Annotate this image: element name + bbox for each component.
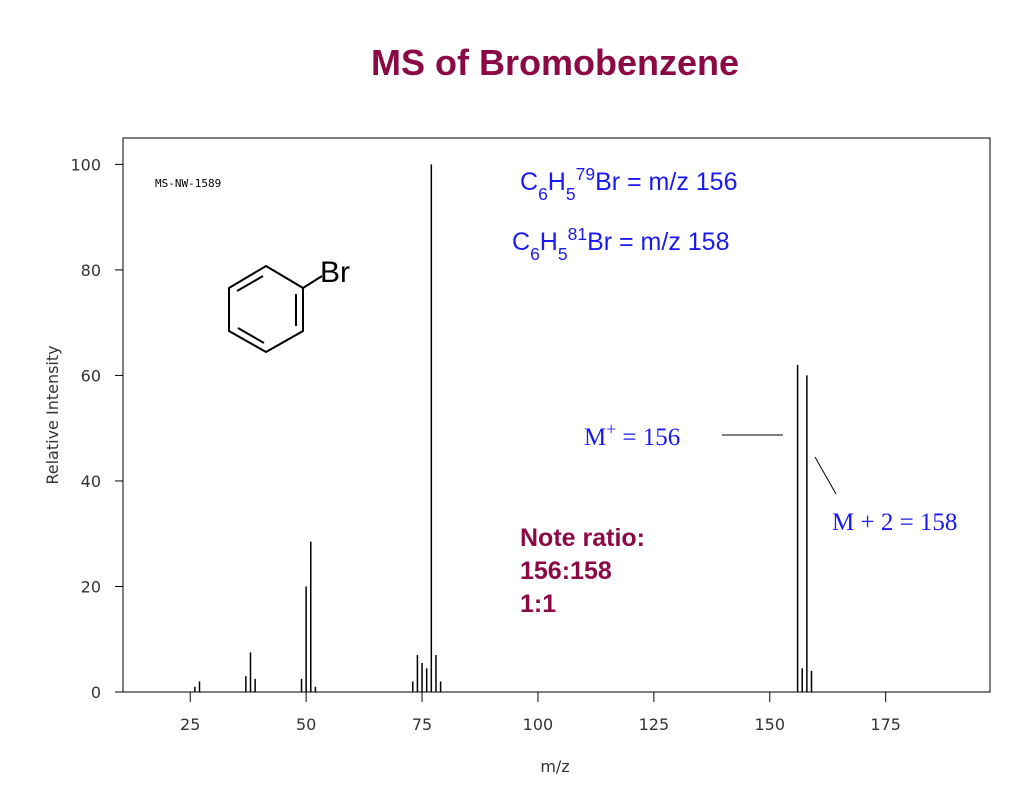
benzene-structure	[228, 264, 323, 354]
x-tick-label: 150	[754, 715, 785, 734]
peak-label: M+ = 156	[584, 419, 680, 451]
x-tick-label: 50	[296, 715, 316, 734]
x-tick-label: 100	[523, 715, 554, 734]
benzene-ring	[228, 264, 304, 354]
isotope-formula-part: H	[548, 168, 566, 196]
y-tick-label: 80	[81, 261, 101, 280]
isotope-formula: C6H579Br = m/z 156	[520, 164, 737, 204]
peak-label-part: +	[606, 419, 616, 439]
isotope-formula-part: H	[540, 228, 558, 256]
x-tick-label: 175	[870, 715, 901, 734]
chart-title: MS of Bromobenzene	[371, 42, 739, 83]
x-tick-label: 25	[180, 715, 200, 734]
note-line: 1:1	[520, 590, 556, 618]
isotope-formula-part: 79	[576, 164, 595, 184]
isotope-formula-part: 6	[530, 244, 540, 264]
peak-label-part: M	[584, 424, 606, 451]
isotope-formula-part: C	[520, 168, 538, 196]
y-tick-label: 60	[81, 366, 101, 385]
y-tick-label: 20	[81, 577, 101, 596]
y-tick-label: 100	[70, 155, 101, 174]
y-tick-label: 0	[91, 683, 101, 702]
peak-label-part: M + 2 = 158	[832, 509, 957, 536]
peak-label-part: = 156	[616, 424, 680, 451]
callout-line	[814, 456, 837, 495]
double-bond	[236, 275, 264, 292]
spectrum-id: MS-NW-1589	[155, 177, 221, 190]
note-line: Note ratio:	[520, 524, 645, 552]
y-tick-label: 40	[81, 472, 101, 491]
y-axis-label: Relative Intensity	[43, 345, 62, 484]
isotope-formula: C6H581Br = m/z 158	[512, 224, 729, 264]
isotope-formula-part: 6	[538, 184, 548, 204]
structure-label: Br	[320, 256, 350, 289]
isotope-formula-part: Br = m/z 158	[587, 228, 729, 256]
x-axis-label: m/z	[540, 757, 569, 776]
isotope-formula-part: C	[512, 228, 530, 256]
x-tick-label: 125	[639, 715, 670, 734]
peak-label: M + 2 = 158	[832, 509, 957, 536]
isotope-formula-part: 81	[568, 224, 587, 244]
isotope-formula-part: Br = m/z 156	[595, 168, 737, 196]
plot-frame	[122, 137, 991, 693]
double-bond	[237, 327, 265, 344]
x-tick-label: 75	[412, 715, 432, 734]
bond	[302, 275, 323, 289]
isotope-formula-part: 5	[566, 184, 576, 204]
note-line: 156:158	[520, 557, 612, 585]
isotope-formula-part: 5	[558, 244, 568, 264]
